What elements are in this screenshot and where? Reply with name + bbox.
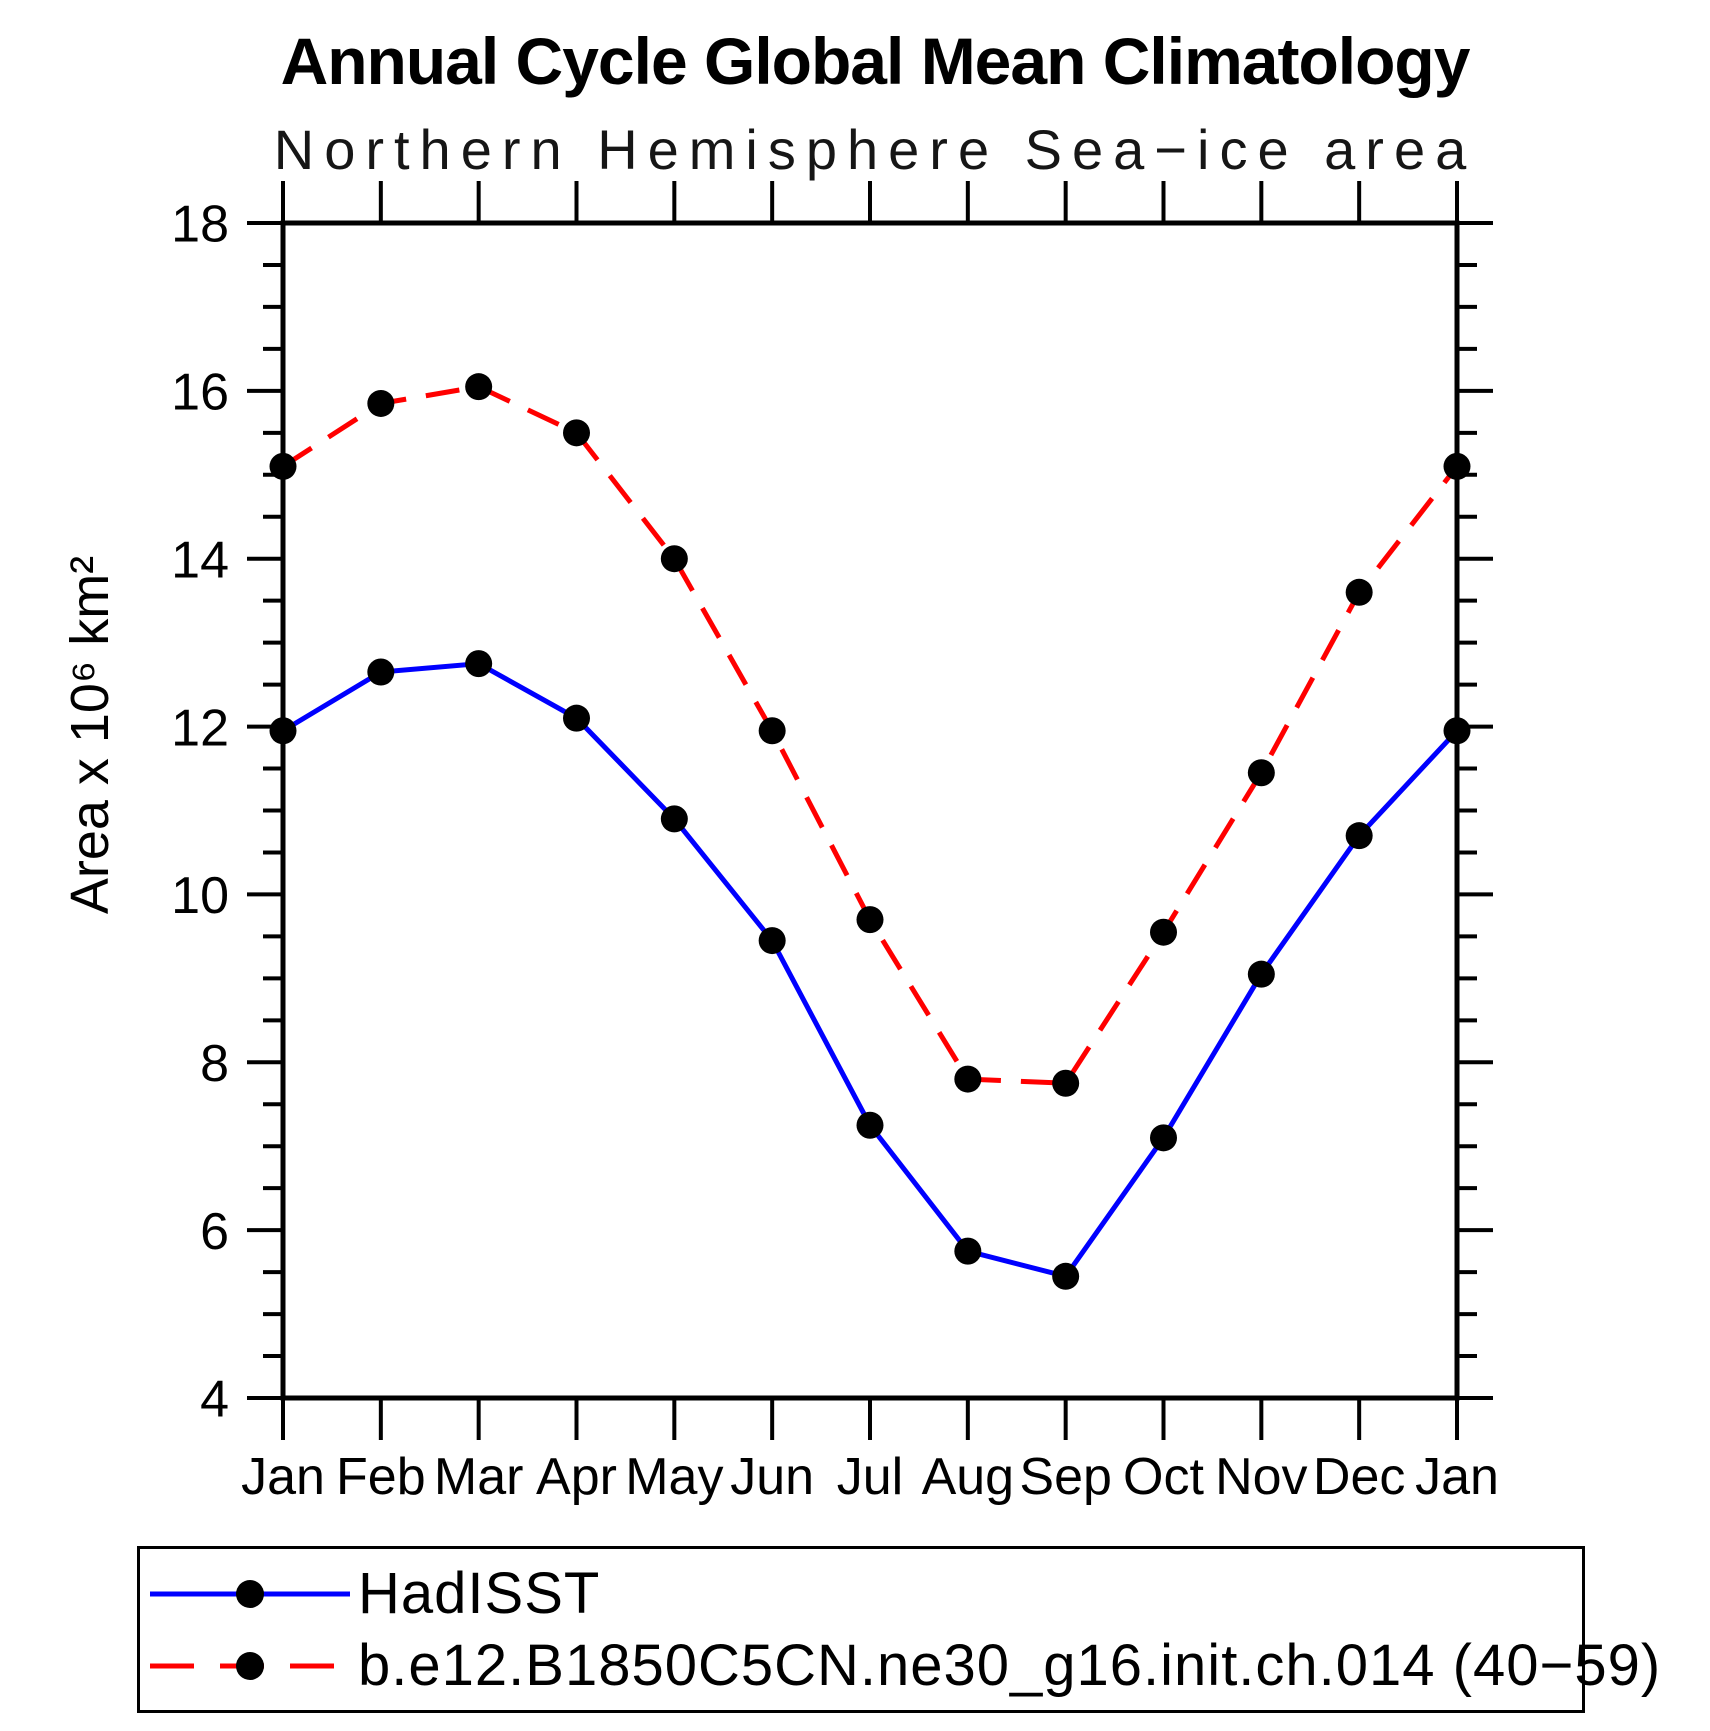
- chart-title: Annual Cycle Global Mean Climatology: [280, 24, 1471, 98]
- legend-label-model: b.e12.B1850C5CN.ne30_g16.init.ch.014 (40…: [358, 1633, 1662, 1698]
- svg-text:May: May: [625, 1448, 723, 1506]
- legend-swatch-dashed-line-dot-icon: [150, 1651, 350, 1680]
- svg-text:12: 12: [171, 699, 229, 757]
- svg-text:18: 18: [171, 196, 229, 254]
- svg-text:Jan: Jan: [1415, 1448, 1499, 1506]
- series-markers-1: [269, 373, 1471, 1097]
- legend-item-hadisst: HadISST: [144, 1560, 1582, 1628]
- svg-text:14: 14: [171, 531, 229, 589]
- chart-subtitle: Northern Hemisphere Sea−ice area: [273, 118, 1477, 181]
- plot-area: Jan Feb Mar Apr May Jun Jul Aug Sep Oct Nov Dec Jan4…: [60, 181, 1499, 1506]
- svg-text:16: 16: [171, 364, 229, 422]
- svg-text:Jul: Jul: [837, 1448, 903, 1506]
- legend-item-model: b.e12.B1850C5CN.ne30_g16.init.ch.014 (40…: [144, 1632, 1660, 1700]
- legend-swatch-solid-line-dot-icon: [150, 1579, 350, 1608]
- svg-text:10: 10: [171, 867, 229, 925]
- y-axis-label: Area x 10⁶ km²: [60, 556, 120, 914]
- series-line-0: [281, 661, 1459, 1280]
- svg-text:8: 8: [200, 1035, 229, 1093]
- svg-text:Apr: Apr: [536, 1448, 617, 1506]
- svg-text:Jan: Jan: [241, 1448, 325, 1506]
- svg-text:6: 6: [200, 1203, 229, 1261]
- svg-text:4: 4: [200, 1371, 229, 1429]
- svg-text:Sep: Sep: [1019, 1448, 1112, 1506]
- svg-text:Jun: Jun: [730, 1448, 814, 1506]
- svg-text:Oct: Oct: [1123, 1448, 1204, 1506]
- series-line-1: [281, 384, 1459, 1086]
- axes: [247, 181, 1493, 1440]
- svg-text:Feb: Feb: [336, 1448, 426, 1506]
- svg-text:Dec: Dec: [1313, 1448, 1405, 1506]
- svg-text:Nov: Nov: [1215, 1448, 1307, 1506]
- svg-text:Aug: Aug: [922, 1448, 1015, 1506]
- legend-box: HadISST b.e12.B1850C5CN.ne30_g16.init.ch…: [137, 1546, 1660, 1713]
- svg-text:Mar: Mar: [434, 1448, 524, 1506]
- legend-label-hadisst: HadISST: [358, 1561, 601, 1626]
- series-markers-0: [269, 650, 1471, 1290]
- axis-tick-labels: Jan Feb Mar Apr May Jun Jul Aug Sep Oct Nov Dec Jan4…: [171, 196, 1499, 1506]
